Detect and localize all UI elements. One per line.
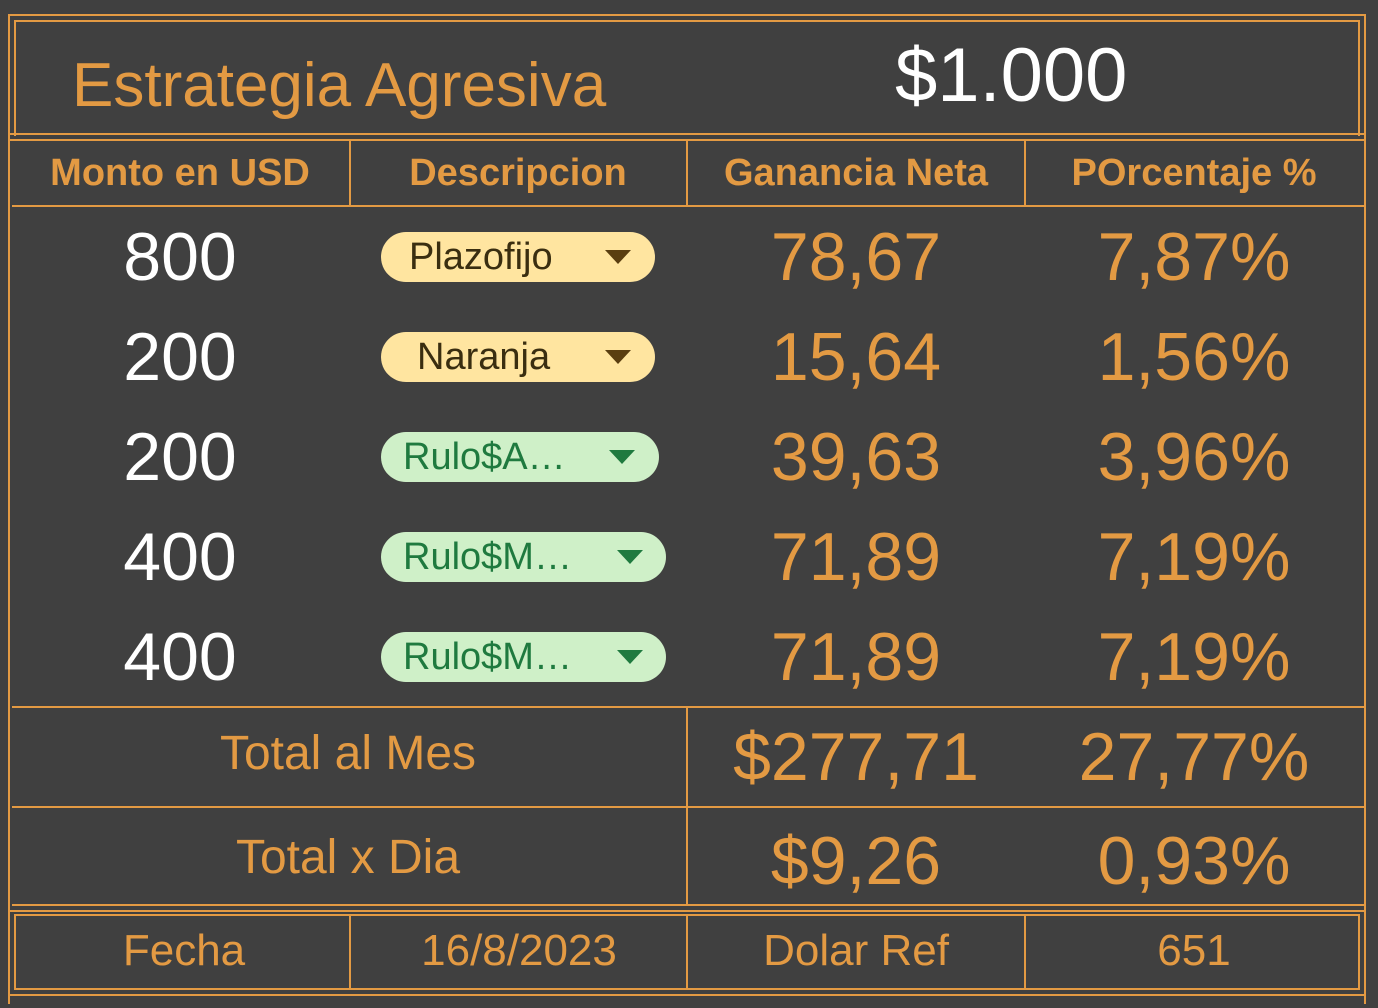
row-2-descripcion-dropdown[interactable]: Naranja bbox=[381, 332, 655, 382]
frame-top-outer bbox=[8, 14, 1366, 16]
fecha-value: 16/8/2023 bbox=[421, 926, 617, 975]
row-1-porcentaje: 7,87% bbox=[1097, 219, 1291, 295]
frame-right-inner bbox=[1358, 20, 1360, 136]
row-1-descripcion-dropdown[interactable]: Plazofijo bbox=[381, 232, 655, 282]
header-bottom-border-2 bbox=[8, 139, 1366, 141]
row-2-porcentaje: 1,56% bbox=[1097, 319, 1291, 395]
row-4-descripcion-value: Rulo$M… bbox=[403, 536, 572, 578]
header-bottom-border-1 bbox=[8, 133, 1366, 135]
row-4-monto: 400 bbox=[123, 519, 237, 595]
footer-top-border bbox=[8, 910, 1366, 912]
row-5-monto: 400 bbox=[123, 619, 237, 695]
row-5-descripcion-value: Rulo$M… bbox=[403, 636, 572, 678]
chevron-down-icon bbox=[617, 650, 643, 664]
total-dia-porcentaje: 0,93% bbox=[1097, 823, 1291, 899]
totals-middle-border bbox=[12, 806, 1364, 808]
dolar-ref-label: Dolar Ref bbox=[763, 926, 949, 975]
col-divider-1 bbox=[349, 141, 351, 207]
frame-top-inner bbox=[14, 20, 1360, 22]
strategy-title: Estrategia Agresiva bbox=[72, 51, 607, 120]
totals-divider bbox=[686, 706, 688, 906]
col-header-bottom-border bbox=[12, 205, 1364, 207]
strategy-amount: $1.000 bbox=[895, 33, 1128, 118]
row-2-monto: 200 bbox=[123, 319, 237, 395]
chevron-down-icon bbox=[609, 450, 635, 464]
totals-bottom-border bbox=[12, 904, 1364, 906]
total-mes-label: Total al Mes bbox=[219, 727, 477, 780]
row-3-ganancia: 39,63 bbox=[770, 419, 942, 495]
row-4-descripcion-dropdown[interactable]: Rulo$M… bbox=[381, 532, 666, 582]
fecha-label: Fecha bbox=[122, 926, 246, 975]
row-5-descripcion-dropdown[interactable]: Rulo$M… bbox=[381, 632, 666, 682]
row-5-porcentaje: 7,19% bbox=[1097, 619, 1291, 695]
footer-inner-left bbox=[14, 914, 16, 990]
dolar-ref-value: 651 bbox=[1157, 926, 1231, 975]
chevron-down-icon bbox=[617, 550, 643, 564]
row-2-descripcion-value: Naranja bbox=[417, 336, 551, 378]
total-dia-label: Total x Dia bbox=[235, 831, 461, 884]
chevron-down-icon bbox=[605, 250, 631, 264]
row-4-porcentaje: 7,19% bbox=[1097, 519, 1291, 595]
total-mes-porcentaje: 27,77% bbox=[1078, 719, 1310, 795]
totals-top-border bbox=[12, 706, 1364, 708]
footer-inner-right bbox=[1358, 914, 1360, 990]
total-dia-ganancia: $9,26 bbox=[770, 823, 942, 899]
column-header-ganancia: Ganancia Neta bbox=[724, 152, 988, 194]
frame-left-inner bbox=[14, 20, 16, 136]
col-divider-2 bbox=[686, 141, 688, 207]
row-1-ganancia: 78,67 bbox=[770, 219, 942, 295]
row-1-monto: 800 bbox=[123, 219, 237, 295]
total-mes-ganancia: $277,71 bbox=[733, 719, 979, 795]
frame-left-outer bbox=[8, 14, 10, 1004]
row-3-descripcion-dropdown[interactable]: Rulo$A… bbox=[381, 432, 659, 482]
row-2-ganancia: 15,64 bbox=[770, 319, 942, 395]
column-header-porcentaje: POrcentaje % bbox=[1071, 152, 1317, 194]
footer-divider-2 bbox=[686, 914, 688, 990]
row-3-descripcion-value: Rulo$A… bbox=[403, 436, 566, 478]
footer-bottom-border bbox=[8, 994, 1366, 996]
row-5-ganancia: 71,89 bbox=[770, 619, 942, 695]
footer-divider-1 bbox=[349, 914, 351, 990]
row-3-porcentaje: 3,96% bbox=[1097, 419, 1291, 495]
row-1-descripcion-value: Plazofijo bbox=[409, 236, 553, 278]
row-4-ganancia: 71,89 bbox=[770, 519, 942, 595]
frame-right-outer bbox=[1364, 14, 1366, 1004]
col-divider-3 bbox=[1024, 141, 1026, 207]
footer-divider-3 bbox=[1024, 914, 1026, 990]
chevron-down-icon bbox=[605, 350, 631, 364]
column-header-monto: Monto en USD bbox=[50, 152, 310, 194]
column-header-descripcion: Descripcion bbox=[409, 152, 627, 194]
row-3-monto: 200 bbox=[123, 419, 237, 495]
